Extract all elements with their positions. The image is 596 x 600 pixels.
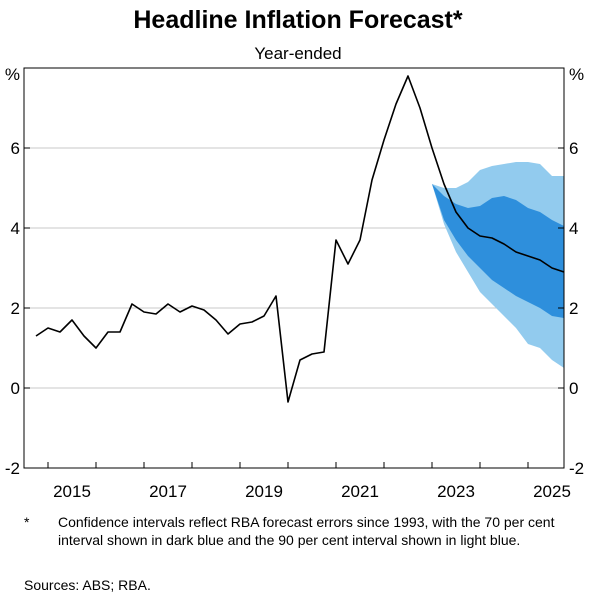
plot-border <box>23 67 565 469</box>
y-unit-right: % <box>569 65 584 84</box>
xtick-label: 2019 <box>245 482 283 501</box>
grid-layer <box>24 147 564 389</box>
ytick-label-right: 6 <box>569 139 578 158</box>
xtick-label: 2021 <box>341 482 379 501</box>
ytick-label-left: -2 <box>5 459 20 478</box>
ytick-label-right: -2 <box>569 459 584 478</box>
ytick-label-right: 2 <box>569 299 578 318</box>
xtick-label: 2015 <box>53 482 91 501</box>
xtick-label: 2023 <box>437 482 475 501</box>
sources-note: Sources: ABS; RBA. <box>24 577 151 593</box>
series-layer <box>35 75 565 403</box>
ytick-label-right: 4 <box>569 219 578 238</box>
chart-title: Headline Inflation Forecast* <box>133 6 463 34</box>
xtick-label: 2017 <box>149 482 187 501</box>
footnote-marker: * <box>24 514 30 530</box>
plot-frame <box>23 67 565 469</box>
ytick-label-left: 2 <box>11 299 20 318</box>
ytick-label-left: 6 <box>11 139 20 158</box>
ytick-label-right: 0 <box>569 379 578 398</box>
band-70-percent <box>432 184 564 318</box>
axis-labels: -2 -2 0 0 2 2 4 4 6 6% % 2015 2017 2019 2021 2023 2025 <box>5 65 584 501</box>
confidence-bands <box>432 162 564 368</box>
y-unit-left: % <box>5 65 20 84</box>
footnote-text: Confidence intervals reflect RBA forecas… <box>58 514 555 548</box>
chart-subtitle: Year-ended <box>254 44 342 63</box>
ytick-label-left: 4 <box>11 219 20 238</box>
xtick-label: 2025 <box>533 482 571 501</box>
ytick-label-left: 0 <box>11 379 20 398</box>
series-line-0 <box>35 75 565 403</box>
